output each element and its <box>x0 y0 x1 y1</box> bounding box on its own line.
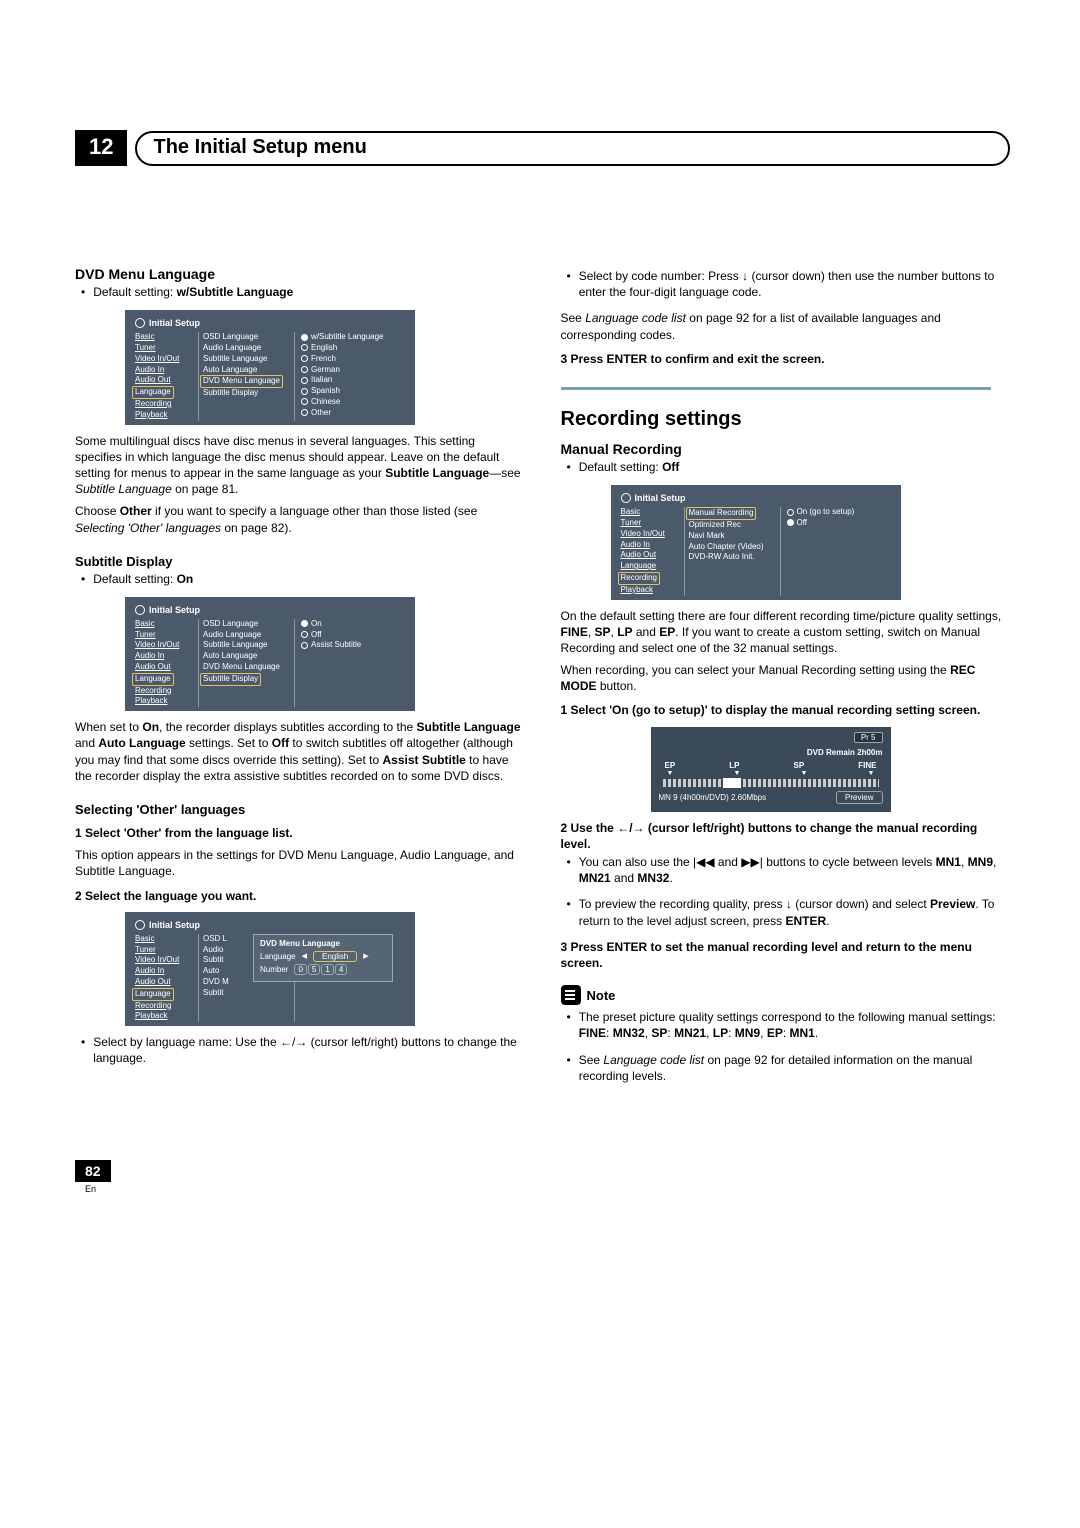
note-icon <box>561 985 581 1005</box>
bullet-cycle-levels: •You can also use the |◀◀ and ▶▶| button… <box>567 854 1011 886</box>
paragraph: When set to On, the recorder displays su… <box>75 719 525 784</box>
chapter-header: 12 The Initial Setup menu <box>75 130 1010 166</box>
screenshot-manual-recording: Initial SetupBasicTunerVideo In/OutAudio… <box>611 485 901 599</box>
preview-button: Preview <box>836 791 882 804</box>
screenshot-subtitle-display: Initial SetupBasicTunerVideo In/OutAudio… <box>125 597 415 711</box>
note-bullet-1: •The preset picture quality settings cor… <box>567 1009 1011 1041</box>
right-column: • Select by code number: Press ↓ (cursor… <box>561 266 1011 1094</box>
heading-manual-recording: Manual Recording <box>561 441 1011 457</box>
page-number: 82 <box>75 1160 111 1182</box>
left-column: DVD Menu Language • Default setting: w/S… <box>75 266 525 1094</box>
default-setting-row: • Default setting: Off <box>567 459 1011 475</box>
bullet-preview: •To preview the recording quality, press… <box>567 896 1011 928</box>
note-bullet-2: •See Language code list on page 92 for d… <box>567 1052 1011 1084</box>
bullet-select-by-code: • Select by code number: Press ↓ (cursor… <box>567 268 1011 300</box>
note-heading: Note <box>561 985 1011 1005</box>
paragraph: Some multilingual discs have disc menus … <box>75 433 525 498</box>
channel-badge: Pr 5 <box>854 732 883 743</box>
default-setting-row: • Default setting: On <box>81 571 525 587</box>
paragraph: Choose Other if you want to specify a la… <box>75 503 525 535</box>
dvd-remain: DVD Remain 2h00m <box>807 748 883 757</box>
step-3-manual: 3 Press ENTER to set the manual recordin… <box>561 939 1011 971</box>
level-readout: MN 9 (4h00m/DVD) 2.60Mbps <box>659 793 767 802</box>
paragraph: On the default setting there are four di… <box>561 608 1011 657</box>
step-1-manual: 1 Select 'On (go to setup)' to display t… <box>561 702 1011 718</box>
heading-recording-settings: Recording settings <box>561 408 1011 431</box>
step-1-sub: This option appears in the settings for … <box>75 847 525 879</box>
bullet-select-by-name: • Select by language name: Use the ←/→ (… <box>81 1034 525 1066</box>
heading-dvd-menu-language: DVD Menu Language <box>75 266 525 282</box>
step-3-confirm: 3 Press ENTER to confirm and exit the sc… <box>561 351 1011 367</box>
see-language-list: See Language code list on page 92 for a … <box>561 310 1011 342</box>
screenshot-dvd-menu-language: Initial SetupBasicTunerVideo In/OutAudio… <box>125 310 415 424</box>
screenshot-recording-level: Pr 5 DVD Remain 2h00m EPLPSPFINE ▼▼▼▼ MN… <box>651 727 891 812</box>
screenshot-other-language: Initial SetupBasicTunerVideo In/OutAudio… <box>125 912 415 1026</box>
default-setting-row: • Default setting: w/Subtitle Language <box>81 284 525 300</box>
step-2-manual: 2 Use the ←/→ (cursor left/right) button… <box>561 820 1011 852</box>
level-bar <box>663 779 879 787</box>
page-lang: En <box>75 1184 111 1194</box>
step-2: 2 Select the language you want. <box>75 888 525 904</box>
heading-selecting-other-languages: Selecting 'Other' languages <box>75 802 525 817</box>
heading-subtitle-display: Subtitle Display <box>75 554 525 569</box>
step-1: 1 Select 'Other' from the language list. <box>75 825 525 841</box>
page-footer: 82 En <box>75 1160 111 1488</box>
chapter-number: 12 <box>75 130 127 166</box>
section-divider <box>561 387 991 390</box>
chapter-title-pill: The Initial Setup menu <box>135 131 1010 166</box>
chapter-title: The Initial Setup menu <box>153 136 366 158</box>
paragraph: When recording, you can select your Manu… <box>561 662 1011 694</box>
